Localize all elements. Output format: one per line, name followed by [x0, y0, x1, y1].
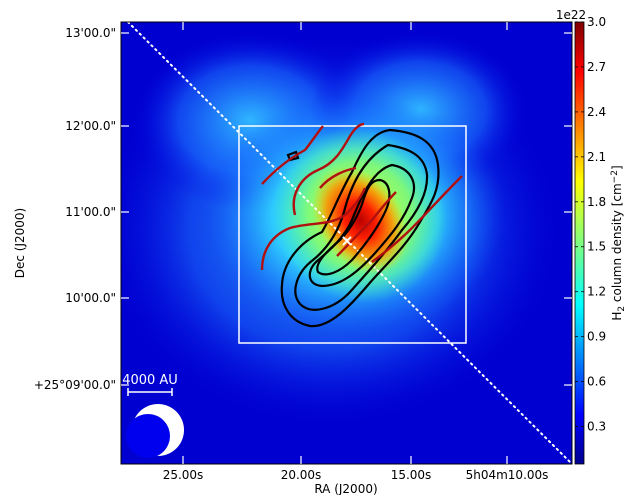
red-contour-1	[261, 125, 324, 185]
plot-frame	[120, 21, 573, 465]
colorbar-tick-label: 1.5	[587, 240, 606, 254]
dotted-diagonal-line	[127, 22, 571, 463]
colorbar-tick-label: 1.2	[587, 285, 606, 299]
colorbar: 0.3 0.6 0.9 1.2 1.5 1.8 2.1 2.4 2.7 3.0 1e22 H2 c…	[556, 8, 627, 465]
y-tick-label: +25°09'00.0"	[34, 378, 116, 392]
x-tick-label: 20.00s	[281, 468, 322, 482]
beam-ellipses	[126, 404, 184, 458]
black-contours	[280, 128, 440, 328]
colorbar-scale-note: 1e22	[556, 8, 586, 22]
red-contour-2	[292, 122, 365, 216]
x-tick-label: 5h04m10.00s	[466, 468, 549, 482]
colorbar-tick-label: 2.4	[587, 105, 606, 119]
red-contour-5	[336, 191, 397, 257]
colorbar-tick-label: 2.7	[587, 60, 606, 74]
x-tick-label: 15.00s	[391, 468, 432, 482]
y-tick-label: 13'00.0"	[65, 26, 116, 40]
y-axis-label: Dec (J2000)	[13, 208, 27, 278]
x-tick-label: 25.00s	[163, 468, 204, 482]
y-tick-label: 11'00.0"	[65, 205, 116, 219]
y-tick-label: 12'00.0"	[65, 119, 116, 133]
colorbar-tick-label: 3.0	[587, 15, 606, 29]
column-density-map	[121, 22, 572, 464]
scale-bar-label: 4000 AU	[122, 373, 178, 388]
axis-ticks	[121, 22, 572, 464]
colorbar-gradient	[574, 21, 585, 465]
black-contour-2	[294, 143, 429, 311]
red-contour-4	[260, 187, 367, 271]
red-contour-6	[371, 175, 463, 263]
colorbar-label: H2 column density [cm−2]	[610, 165, 627, 320]
x-axis-label: RA (J2000)	[314, 482, 377, 495]
colorbar-tick-label: 1.8	[587, 195, 606, 209]
colorbar-tick-label: 2.1	[587, 150, 606, 164]
black-contour-4	[316, 178, 391, 276]
y-tick-label: 10'00.0"	[65, 291, 116, 305]
black-contour-3	[308, 163, 416, 288]
region-box	[238, 125, 467, 344]
colorbar-tick-label: 0.6	[587, 375, 606, 389]
red-contours	[260, 122, 463, 271]
source-marker: ×	[340, 231, 353, 250]
red-contour-3	[319, 166, 357, 189]
scale-bar: 4000 AU	[122, 373, 178, 396]
colorbar-tick-label: 0.9	[587, 330, 606, 344]
black-contour-outer	[280, 128, 440, 328]
colorbar-tick-label: 0.3	[587, 420, 606, 434]
